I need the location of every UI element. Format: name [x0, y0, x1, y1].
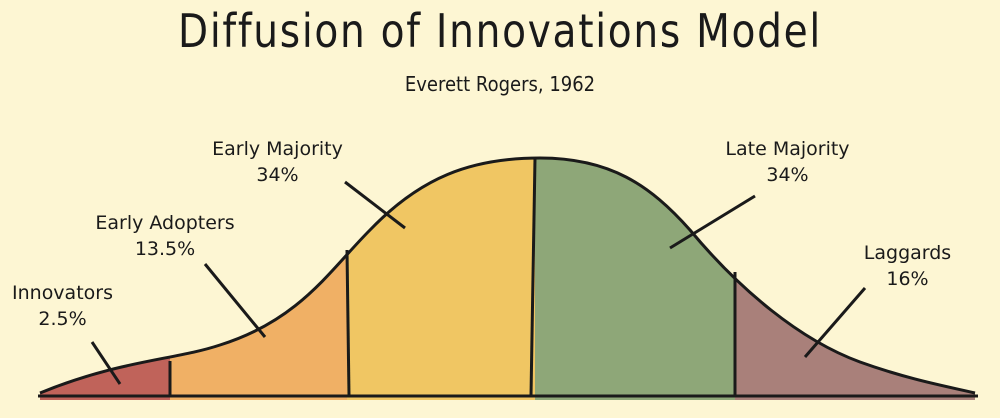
label-percent: 13.5%	[134, 238, 196, 260]
label-laggards: Laggards 16%	[845, 240, 970, 292]
label-early-majority: Early Majority 34%	[185, 136, 370, 188]
label-name: Innovators	[12, 282, 113, 304]
diagram-subtitle: Everett Rogers, 1962	[404, 72, 596, 96]
pointer-early-majority	[344, 180, 406, 230]
label-innovators: Innovators 2.5%	[0, 280, 125, 332]
curve-outline	[39, 156, 976, 395]
label-percent: 16%	[886, 268, 929, 290]
label-percent: 34%	[766, 164, 809, 186]
label-name: Late Majority	[725, 138, 850, 160]
divider-3	[529, 157, 537, 397]
diagram-title: Diffusion of Innovations Model	[178, 4, 822, 58]
pointer-innovators	[90, 341, 122, 385]
divider-2	[345, 249, 351, 397]
label-early-adopters: Early Adopters 13.5%	[70, 210, 260, 262]
label-name: Laggards	[863, 242, 952, 264]
label-name: Early Adopters	[95, 212, 235, 234]
label-percent: 2.5%	[38, 308, 87, 330]
label-late-majority: Late Majority 34%	[700, 136, 875, 188]
pointer-early-adopters	[203, 263, 267, 338]
pointer-late-majority	[669, 194, 756, 250]
segment-early-majority	[347, 158, 535, 400]
pointer-laggards	[803, 287, 867, 358]
label-name: Early Majority	[212, 138, 343, 160]
label-percent: 34%	[256, 164, 299, 186]
